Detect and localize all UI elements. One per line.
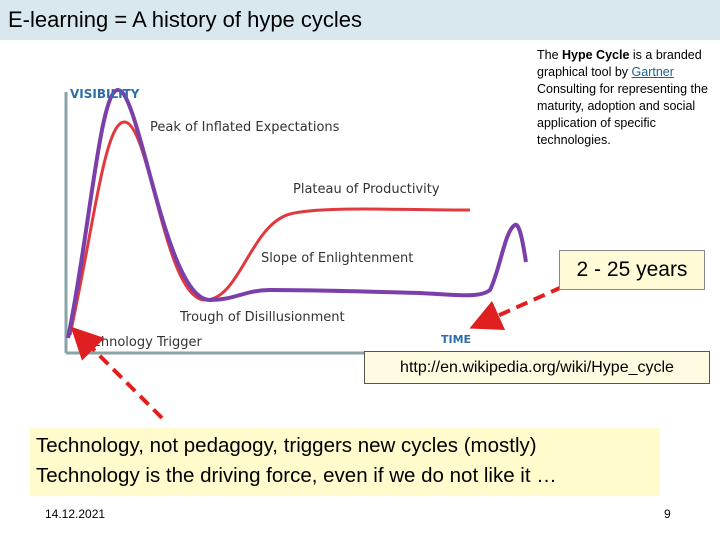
x-axis-label: TIME [441,333,471,346]
y-axis-label: VISIBILITY [70,87,140,101]
url-box[interactable]: http://en.wikipedia.org/wiki/Hype_cycle [364,351,710,384]
phase-label: Technology Trigger [79,335,202,350]
text: The [537,48,563,62]
arrow [469,285,563,331]
title-bar [0,0,720,40]
note-line: Technology, not pedagogy, triggers new c… [36,434,537,457]
link[interactable]: Gartner [631,65,674,79]
title: E-learning = A history of hype cycles [8,7,363,32]
text: Consulting for representing the maturity… [537,82,708,147]
phase-label: Plateau of Productivity [293,182,440,197]
note-line: Technology is the driving force, even if… [36,464,557,487]
hype-curve [68,120,471,336]
e-learning-curve [66,87,528,339]
callout: 2 - 25 years [559,250,705,290]
phase-label: Trough of Disillusionment [179,310,345,325]
description: The Hype Cycle is a branded graphical to… [537,47,712,149]
page-number: 9 [664,507,671,521]
phase-label: Slope of Enlightenment [261,251,413,266]
footer-date: 14.12.2021 [45,507,106,521]
note: Technology, not pedagogy, triggers new c… [30,428,660,496]
bold-text: Hype Cycle [562,48,630,62]
phase-label: Peak of Inflated Expectations [150,120,340,135]
arrow [70,326,164,420]
text: is a branded graphical tool by [537,48,702,79]
